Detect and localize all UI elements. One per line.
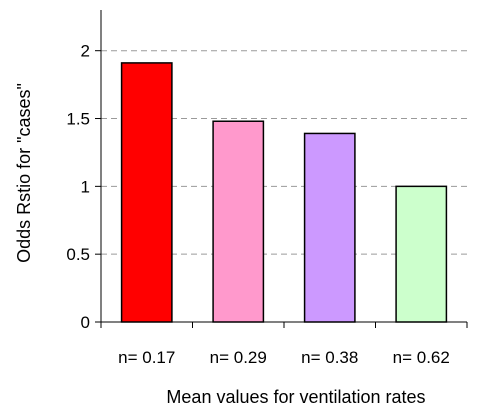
y-tick-label: 1 (81, 177, 90, 196)
x-tick-label: n= 0.38 (301, 348, 358, 367)
y-tick-label: 2 (81, 42, 90, 61)
bar (303, 132, 356, 323)
x-tick-label: n= 0.17 (118, 348, 175, 367)
y-tick-label: 0.5 (66, 245, 90, 264)
x-ticks: n= 0.17 n= 0.29 n= 0.38 n= 0.62 (100, 322, 468, 367)
x-tick-label: n= 0.62 (393, 348, 450, 367)
y-tick-label: 1.5 (66, 110, 90, 129)
bar (212, 120, 265, 323)
bar (120, 62, 173, 323)
y-axis-title: Odds Rstio for "cases" (14, 83, 34, 263)
y-tick-label: 0 (81, 313, 90, 332)
bar (395, 185, 448, 323)
x-axis-title: Mean values for ventilation rates (166, 387, 425, 407)
y-ticks: 0 0.5 1 1.5 2 (66, 42, 101, 332)
bars (120, 62, 448, 323)
x-tick-label: n= 0.29 (210, 348, 267, 367)
